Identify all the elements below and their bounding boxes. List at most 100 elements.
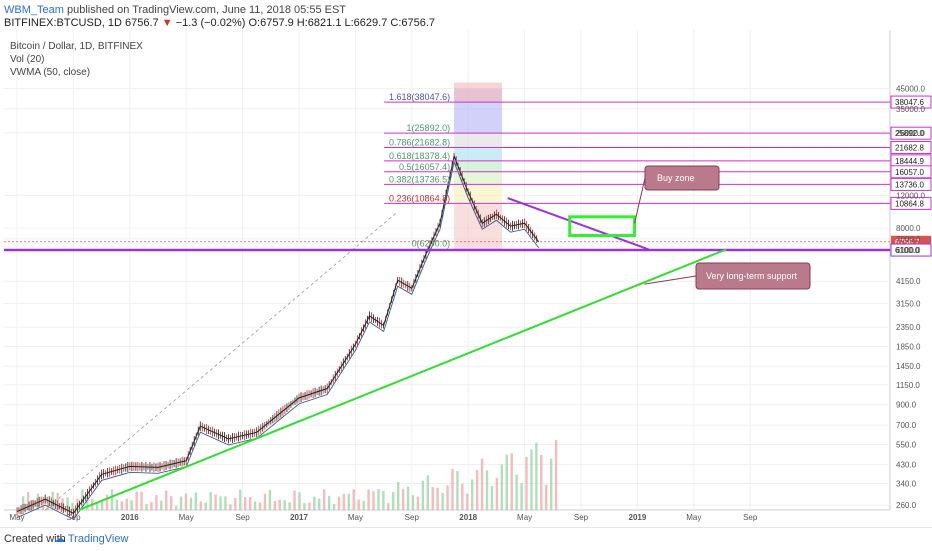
time-tick-label: Sep <box>574 513 589 522</box>
price-candles <box>16 152 540 520</box>
chart-overlays: 38047.6 1.618(38047.6) 25892.0 1(25892.0) 21… <box>4 92 932 511</box>
volume-bar <box>298 492 301 510</box>
volume-bar <box>184 493 188 510</box>
volume-bar <box>308 502 311 510</box>
volume-bar <box>426 475 430 510</box>
volume-bar <box>421 480 425 510</box>
price-axis: 45000.0 35000.0 26000.0 12000.0 8000.0 7000.0… <box>896 85 925 511</box>
price-tick-label: 430.0 <box>896 460 917 469</box>
volume-bar <box>540 455 543 510</box>
support-callout-pointer <box>644 275 697 285</box>
volume-bar <box>145 503 148 510</box>
buy-zone-callout-pointer <box>634 177 646 224</box>
time-tick-label: May <box>686 513 701 522</box>
fib-price-tag-label: 13736.0 <box>895 180 924 189</box>
volume-bar <box>451 468 454 510</box>
volume-bar <box>382 491 385 510</box>
volume-bar <box>135 491 138 510</box>
volume-bar <box>283 500 286 510</box>
volume-bar <box>140 491 143 510</box>
fib-band-top <box>454 82 503 103</box>
volume-bar <box>95 502 99 510</box>
fib-band <box>454 160 503 172</box>
volume-bar <box>224 496 227 510</box>
volume-bar <box>51 491 54 510</box>
dashed-guide-line <box>44 211 398 511</box>
fib-price-tag <box>890 126 932 140</box>
support-callout-box <box>695 262 811 290</box>
volume-bar <box>26 492 30 510</box>
down-arrow-icon: ▼ <box>161 17 173 29</box>
volume-bar <box>179 496 183 510</box>
volume-bar <box>219 496 222 510</box>
fib-price-tag-label: 16057.0 <box>895 168 924 177</box>
volume-bar <box>500 464 504 510</box>
volume-bar <box>174 505 178 510</box>
volume-bar <box>160 500 163 510</box>
volume-bar <box>554 440 558 510</box>
time-tick-label: May <box>348 513 363 522</box>
volume-bar <box>362 500 365 510</box>
fib-level-label: 1.618(38047.6) <box>389 92 450 102</box>
volume-bar <box>436 487 439 510</box>
legend-volume[interactable]: Vol (20) <box>10 54 45 65</box>
volume-bar <box>545 484 548 510</box>
publish-info: published on TradingView.com, June 11, 2… <box>66 4 347 16</box>
volume-bar <box>61 498 64 510</box>
legend-vwma[interactable]: VWMA (50, close) <box>10 67 91 78</box>
descending-trendline <box>507 197 650 251</box>
volume-bar <box>165 490 168 510</box>
price-tick-label: 550.0 <box>896 441 917 450</box>
price-tick-label: 35000.0 <box>896 105 925 114</box>
volume-bar <box>125 498 128 510</box>
price-tick-label: 3150.0 <box>896 299 921 308</box>
time-tick-label: 2016 <box>121 513 139 522</box>
volume-bar <box>525 456 528 510</box>
volume-bar <box>239 489 242 510</box>
last-price: 6756.7 <box>125 17 159 29</box>
time-tick-label: May <box>517 513 532 522</box>
chart-legend: Bitcoin / Dollar, 1D, BITFINEX Vol (20) … <box>10 40 143 79</box>
volume-bar <box>105 494 109 510</box>
price-tick-label: 2350.0 <box>896 323 921 332</box>
tradingview-logo[interactable]: ☁ TradingView <box>54 533 129 545</box>
price-tick-label: 340.0 <box>896 479 917 488</box>
author-link[interactable]: WBM_Team <box>4 4 64 16</box>
fib-level-label: 0(6200.0) <box>412 239 451 249</box>
volume-bar <box>214 494 217 510</box>
volume-bar <box>120 501 124 510</box>
price-tick-label: 7000.0 <box>896 235 921 244</box>
volume-bar <box>520 483 523 510</box>
volume-bar <box>169 496 173 510</box>
volume-bar <box>352 489 355 510</box>
symbol-name[interactable]: BITFINEX:BTCUSD, 1D <box>4 17 122 29</box>
volume-bar <box>204 502 207 510</box>
volume-bar <box>229 504 232 510</box>
fib-price-tag-label: 38047.6 <box>895 98 924 107</box>
volume-bar <box>318 498 321 510</box>
volume-bar <box>377 489 380 510</box>
price-line <box>16 154 540 514</box>
price-tick-label: 900.0 <box>896 401 917 410</box>
current-price-tag-label: 6756.7 <box>895 238 920 247</box>
legend-title[interactable]: Bitcoin / Dollar, 1D, BITFINEX <box>10 41 143 52</box>
volume-bar <box>505 454 508 510</box>
volume-bar <box>431 487 434 510</box>
symbol-line: BITFINEX:BTCUSD, 1D 6756.7 ▼ −1.3 (−0.02… <box>4 17 435 29</box>
price-tick-label: 12000.0 <box>896 191 925 200</box>
price-tick-label: 6100.0 <box>896 246 921 255</box>
buy-zone-box <box>568 215 637 238</box>
time-axis: May Sep 2016 May Sep 2017 May Sep 2018 May Sep 2019… <box>9 513 757 522</box>
price-tick-label: 8000.0 <box>896 224 921 233</box>
price-tick-label: 26000.0 <box>896 129 925 138</box>
price-change: −1.3 (−0.02%) <box>175 17 246 29</box>
volume-bar <box>392 491 395 510</box>
volume-bar <box>441 492 444 510</box>
volume-bar <box>199 501 202 510</box>
time-tick-label: May <box>179 513 194 522</box>
volume-bar <box>471 479 474 510</box>
volume-bar <box>66 497 69 510</box>
brand-name: TradingView <box>67 533 129 545</box>
volume-bar <box>303 503 306 510</box>
